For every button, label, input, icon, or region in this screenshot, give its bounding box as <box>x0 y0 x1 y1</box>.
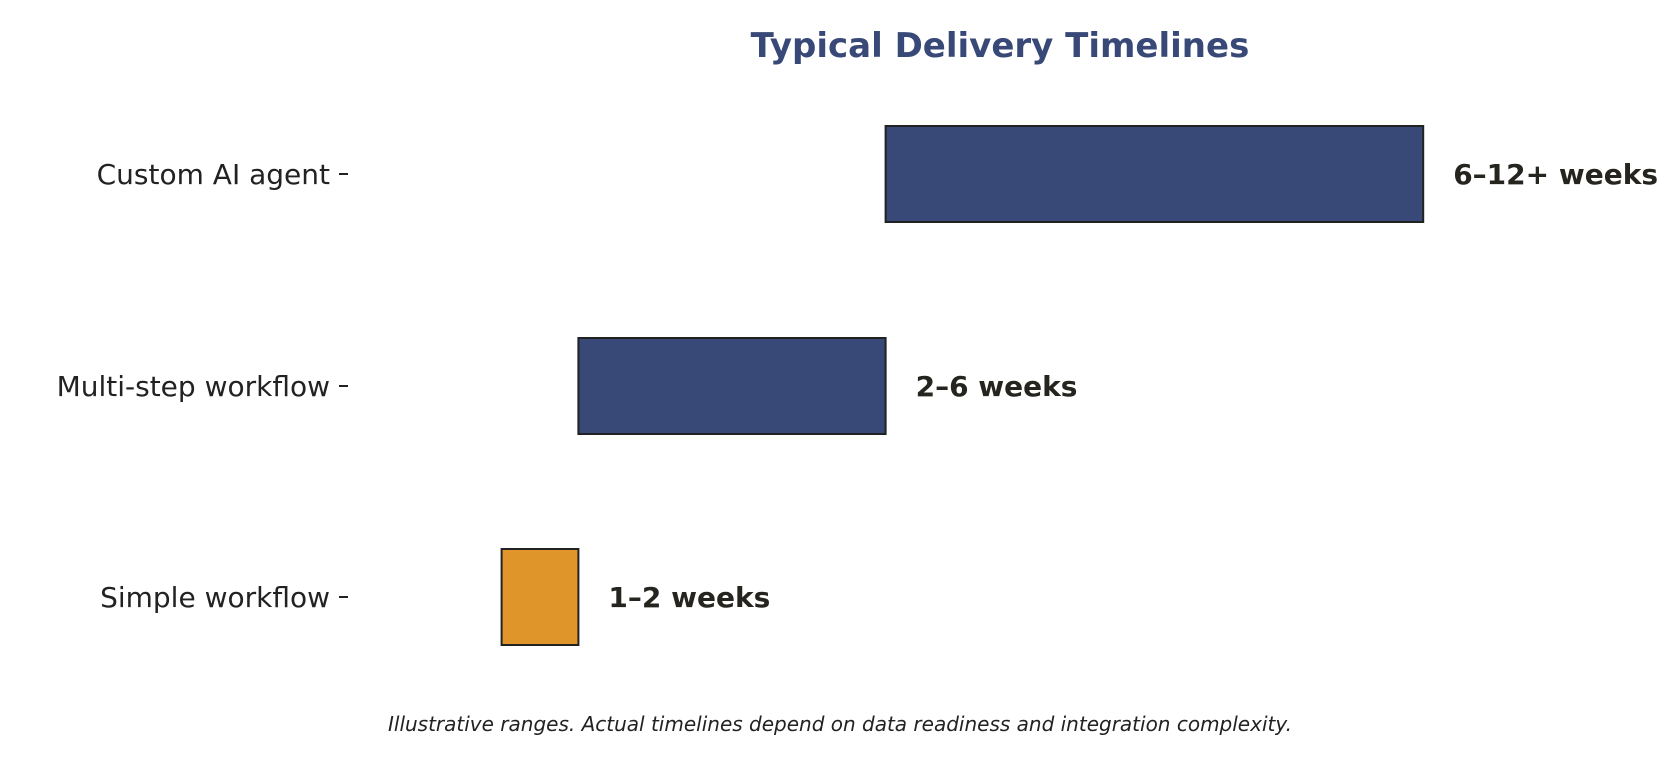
chart-footnote: Illustrative ranges. Actual timelines de… <box>388 712 1292 736</box>
bar-custom-ai-agent <box>884 125 1425 223</box>
bar-simple-workflow <box>500 548 580 646</box>
category-label-multi-step-workflow: Multi-step workflow <box>57 370 330 403</box>
category-label-custom-ai-agent: Custom AI agent <box>97 158 330 191</box>
bars-layer: Custom AI agent 6–12+ weeks Multi-step wor… <box>57 125 1658 646</box>
bar-multi-step-workflow <box>577 337 887 435</box>
chart-title: Typical Delivery Timelines <box>751 26 1250 66</box>
category-label-simple-workflow: Simple workflow <box>100 581 330 614</box>
value-label-simple-workflow: 1–2 weeks <box>608 581 770 614</box>
value-label-multi-step-workflow: 2–6 weeks <box>916 370 1078 403</box>
value-label-custom-ai-agent: 6–12+ weeks <box>1453 158 1658 191</box>
